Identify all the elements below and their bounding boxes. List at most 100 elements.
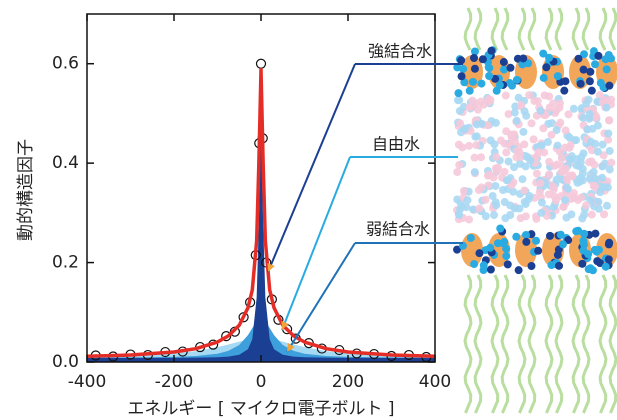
annotation-line xyxy=(281,156,351,331)
water-molecule xyxy=(553,141,562,150)
water-molecule xyxy=(561,164,570,173)
bound-water xyxy=(518,60,527,69)
bound-water xyxy=(579,246,588,255)
bound-water xyxy=(556,230,565,239)
head-group xyxy=(515,233,537,267)
water-molecule xyxy=(537,208,546,217)
water-molecule xyxy=(484,97,493,106)
water-molecule xyxy=(578,169,587,178)
water-molecule xyxy=(557,154,566,163)
lipid-tail xyxy=(571,7,581,51)
water-molecule xyxy=(594,197,603,206)
water-molecule xyxy=(604,129,613,138)
bound-water xyxy=(555,261,564,270)
water-molecule xyxy=(465,141,474,150)
bound-water xyxy=(580,50,589,59)
water-molecule xyxy=(600,95,609,104)
bound-water xyxy=(578,259,587,268)
water-molecule xyxy=(494,163,503,172)
water-molecule xyxy=(510,108,519,117)
water-molecule xyxy=(469,205,478,214)
water-molecule xyxy=(605,116,614,125)
water-molecule xyxy=(520,186,529,195)
bound-water xyxy=(506,63,515,72)
water-molecule xyxy=(598,173,607,182)
water-molecule xyxy=(548,119,557,128)
bound-water xyxy=(453,245,462,254)
water-molecule xyxy=(500,139,509,148)
water-molecule xyxy=(585,110,594,119)
water-molecule xyxy=(537,198,546,207)
bound-water xyxy=(465,86,474,95)
bound-water xyxy=(470,64,479,73)
bound-water xyxy=(519,54,528,63)
bound-water xyxy=(527,261,536,270)
water-molecule xyxy=(552,126,561,135)
bound-water xyxy=(514,266,523,275)
lipid-tail xyxy=(490,7,500,51)
water-molecule xyxy=(598,140,607,149)
water-molecule xyxy=(587,157,596,166)
bound-water xyxy=(460,78,469,87)
water-molecule xyxy=(490,211,499,220)
water-molecule xyxy=(529,135,538,144)
x-tick-label: -400 xyxy=(68,372,107,392)
bound-water xyxy=(521,230,530,239)
bound-water xyxy=(502,244,511,253)
bound-water xyxy=(579,65,588,74)
water-molecule xyxy=(471,132,480,141)
water-molecule xyxy=(561,126,570,135)
water-molecule xyxy=(534,148,543,157)
water-molecule xyxy=(506,211,515,220)
water-molecule xyxy=(607,158,616,167)
water-molecule xyxy=(605,146,614,155)
water-molecule xyxy=(492,153,501,162)
water-molecule xyxy=(566,141,575,150)
water-molecule xyxy=(570,193,579,202)
x-tick-label: 0 xyxy=(256,372,267,392)
water-molecule xyxy=(565,154,574,163)
water-molecule xyxy=(477,183,486,192)
water-molecule xyxy=(459,187,468,196)
water-molecule xyxy=(575,177,584,186)
bound-water xyxy=(585,77,594,86)
water-molecule xyxy=(543,138,552,147)
water-molecule xyxy=(481,195,490,204)
y-tick-label: 0.6 xyxy=(52,54,79,74)
component-area xyxy=(87,129,435,362)
water-molecule xyxy=(512,146,521,155)
water-molecule xyxy=(455,160,464,169)
water-molecule xyxy=(455,96,464,105)
water-molecule xyxy=(552,175,561,184)
water-molecule xyxy=(545,92,554,101)
water-molecule xyxy=(590,182,599,191)
water-molecule xyxy=(521,162,530,171)
bound-water xyxy=(605,81,614,90)
data-point xyxy=(255,58,267,69)
water-molecule xyxy=(577,193,586,202)
water-molecule xyxy=(539,124,548,133)
bound-water xyxy=(560,86,569,95)
x-axis-title: エネルギー [ マイクロ電子ボルト ] xyxy=(127,399,394,419)
fit-line xyxy=(86,67,436,359)
x-tick-label: 200 xyxy=(332,372,364,392)
bound-water xyxy=(499,65,508,74)
bound-water xyxy=(595,258,604,267)
bound-water xyxy=(601,262,610,271)
water-molecule xyxy=(545,157,554,166)
bound-water xyxy=(586,264,595,273)
bound-water xyxy=(580,229,589,238)
water-molecule xyxy=(462,203,471,212)
bound-water xyxy=(558,240,567,249)
bound-water xyxy=(545,53,554,62)
water-molecule xyxy=(579,113,588,122)
annotation-arrowhead xyxy=(281,321,289,330)
lipid-tail xyxy=(517,7,527,51)
bound-water xyxy=(466,233,475,242)
lipid-tail xyxy=(473,274,483,414)
water-molecule xyxy=(510,163,519,172)
water-molecule xyxy=(565,133,574,142)
bound-water xyxy=(475,249,484,258)
bound-water xyxy=(493,239,502,248)
